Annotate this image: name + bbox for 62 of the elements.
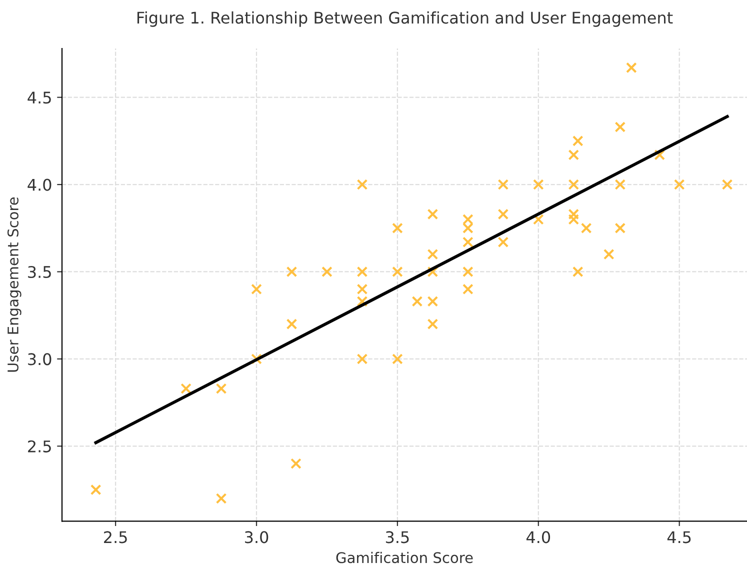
point xyxy=(614,222,626,234)
x-tick-label: 3.0 xyxy=(245,531,268,544)
point xyxy=(286,318,298,330)
point xyxy=(532,179,544,190)
point xyxy=(251,284,262,295)
x-tick-label: 4.0 xyxy=(526,531,550,544)
point xyxy=(498,179,509,190)
y-tick-label: 4.5 xyxy=(28,92,51,104)
point xyxy=(286,266,298,278)
y-tick-label: 3.5 xyxy=(28,266,51,278)
point xyxy=(568,208,580,220)
point xyxy=(392,222,403,234)
point xyxy=(180,383,192,394)
point xyxy=(568,214,580,225)
point xyxy=(322,266,332,278)
point xyxy=(568,179,580,190)
point xyxy=(427,248,438,260)
x-tick-label: 2.5 xyxy=(104,531,127,544)
y-tick-label: 3.0 xyxy=(28,353,52,366)
point xyxy=(674,179,685,190)
point xyxy=(427,208,438,220)
chart-title: Figure 1. Relationship Between Gamification and User Engagement xyxy=(137,11,673,27)
point xyxy=(614,122,626,132)
point xyxy=(356,179,368,190)
point xyxy=(498,208,509,220)
point xyxy=(356,266,368,278)
point xyxy=(532,214,544,225)
point xyxy=(572,136,584,146)
point xyxy=(216,383,227,394)
point xyxy=(568,149,580,160)
x-tick-label: 4.5 xyxy=(667,531,691,544)
point xyxy=(654,149,666,160)
point xyxy=(462,266,474,278)
point xyxy=(603,248,614,260)
point xyxy=(462,236,474,248)
point xyxy=(290,458,302,470)
point xyxy=(462,222,474,234)
point xyxy=(572,266,584,278)
y-axis-title: User Engagement Score xyxy=(7,197,22,372)
point xyxy=(462,214,474,225)
point xyxy=(90,484,102,496)
point xyxy=(427,318,438,330)
point xyxy=(427,266,438,278)
y-tick-label: 4.0 xyxy=(28,178,52,191)
point xyxy=(356,296,368,307)
point xyxy=(356,284,368,295)
x-tick-label: 3.5 xyxy=(386,531,409,544)
point xyxy=(216,493,227,504)
point xyxy=(626,62,637,74)
point xyxy=(251,354,262,364)
x-axis-title: Gamification Score xyxy=(336,552,473,564)
point xyxy=(427,296,438,307)
point xyxy=(722,179,733,190)
point xyxy=(356,354,368,364)
point xyxy=(580,222,592,234)
y-tick-label: 2.5 xyxy=(28,440,51,452)
point xyxy=(498,236,509,248)
point xyxy=(392,266,403,278)
point xyxy=(614,179,626,190)
point xyxy=(392,354,403,364)
point xyxy=(462,284,474,295)
point xyxy=(412,296,423,307)
